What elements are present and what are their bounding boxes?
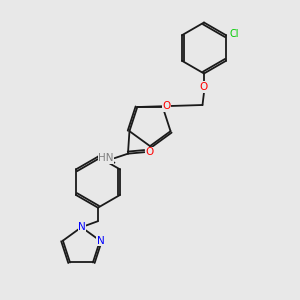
Text: N: N [78, 222, 86, 232]
Text: HN: HN [98, 153, 114, 163]
Text: Cl: Cl [230, 29, 239, 39]
Text: O: O [146, 147, 154, 157]
Text: N: N [97, 236, 104, 246]
Text: O: O [200, 82, 208, 92]
Text: O: O [162, 101, 170, 111]
